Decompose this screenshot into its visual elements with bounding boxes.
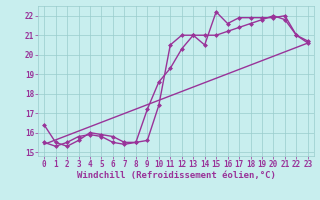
X-axis label: Windchill (Refroidissement éolien,°C): Windchill (Refroidissement éolien,°C): [76, 171, 276, 180]
